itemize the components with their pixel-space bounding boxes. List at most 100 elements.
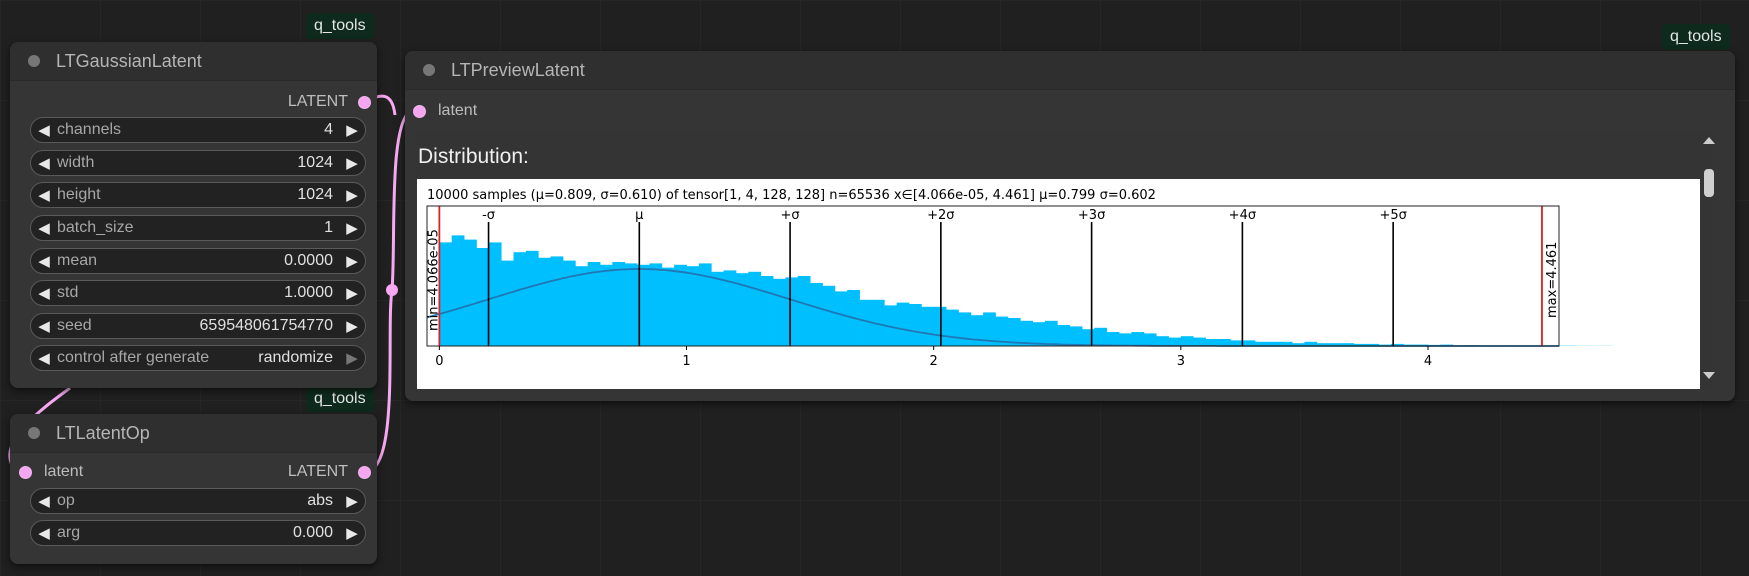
group-tag: q_tools — [306, 386, 374, 412]
scroll-down-arrow-icon[interactable] — [1703, 372, 1715, 379]
histogram-bar — [661, 267, 675, 346]
widget-mean[interactable]: ◀ mean 0.0000 ▶ — [30, 248, 366, 274]
widget-op[interactable]: ◀ op abs ▶ — [30, 488, 366, 514]
histogram-bar — [575, 266, 589, 346]
increment-arrow-icon[interactable]: ▶ — [346, 220, 358, 237]
histogram-bar — [1119, 333, 1132, 346]
widget-channels[interactable]: ◀ channels 4 ▶ — [30, 117, 366, 143]
increment-arrow-icon[interactable]: ▶ — [346, 350, 358, 367]
increment-arrow-icon[interactable]: ▶ — [346, 493, 358, 510]
decrement-arrow-icon[interactable]: ◀ — [38, 220, 50, 237]
histogram-bar — [785, 277, 799, 346]
histogram-bar — [1254, 341, 1268, 346]
increment-arrow-icon[interactable]: ▶ — [346, 253, 358, 270]
x-tick-label: 1 — [682, 354, 690, 369]
latent-op-node[interactable]: LTLatentOp latent LATENT ◀ op abs ▶ ◀ arg 0.0… — [10, 414, 377, 564]
collapse-dot-icon[interactable] — [28, 55, 40, 67]
input-label: latent — [44, 463, 84, 480]
widget-control-after-generate[interactable]: ◀ control after generate randomize ▶ — [30, 345, 366, 371]
histogram-bar — [1217, 339, 1231, 346]
histogram-bar — [946, 309, 959, 346]
histogram-bar — [525, 250, 539, 346]
decrement-arrow-icon[interactable]: ◀ — [38, 493, 50, 510]
decrement-arrow-icon[interactable]: ◀ — [38, 253, 50, 270]
gaussian-latent-node[interactable]: LTGaussianLatent LATENT ◀ channels 4 ▶ ◀ wid… — [10, 42, 377, 388]
node-title: LTGaussianLatent — [56, 50, 202, 71]
widget-batch-size[interactable]: ◀ batch_size 1 ▶ — [30, 215, 366, 241]
scroll-thumb[interactable] — [1704, 169, 1714, 197]
output-slot-icon[interactable] — [358, 95, 371, 109]
histogram-bar — [1180, 336, 1194, 346]
histogram-bar — [1193, 337, 1206, 346]
histogram-bar — [1057, 325, 1071, 346]
histogram-bar — [995, 316, 1009, 346]
histogram-bar — [1069, 326, 1083, 346]
histogram-bar — [1242, 340, 1256, 346]
node-title-bar[interactable]: LTLatentOp — [10, 414, 377, 453]
widget-height[interactable]: ◀ height 1024 ▶ — [30, 182, 366, 208]
preview-latent-node[interactable]: LTPreviewLatent latent Distribution: 100… — [405, 51, 1735, 401]
group-tag: q_tools — [306, 13, 374, 39]
input-label: latent — [438, 102, 478, 119]
histogram-bar — [1168, 337, 1182, 346]
sigma-label: +3σ — [1078, 208, 1105, 223]
decrement-arrow-icon[interactable]: ◀ — [38, 525, 50, 542]
histogram-bar — [896, 302, 910, 346]
output-slot-icon[interactable] — [358, 465, 371, 479]
histogram-bar — [1316, 343, 1330, 346]
decrement-arrow-icon[interactable]: ◀ — [38, 122, 50, 139]
increment-arrow-icon[interactable]: ▶ — [346, 525, 358, 542]
histogram-bar — [587, 262, 601, 346]
histogram-bar — [970, 315, 984, 346]
max-label: max=4.461 — [1545, 242, 1560, 318]
decrement-arrow-icon[interactable]: ◀ — [38, 318, 50, 335]
preview-panel: Distribution: 10000 samples (μ=0.809, σ=… — [417, 131, 1715, 389]
distribution-chart: 10000 samples (μ=0.809, σ=0.610) of tens… — [426, 188, 1614, 369]
widget-seed[interactable]: ◀ seed 659548061754770 ▶ — [30, 313, 366, 339]
histogram-bar — [723, 270, 737, 346]
histogram-bar — [1205, 339, 1219, 346]
node-title-bar[interactable]: LTGaussianLatent — [10, 42, 377, 81]
histogram-bar — [1279, 341, 1293, 346]
node-title: LTPreviewLatent — [451, 59, 585, 80]
histogram-bar — [612, 262, 626, 346]
histogram-bar — [1032, 322, 1046, 346]
increment-arrow-icon[interactable]: ▶ — [346, 318, 358, 335]
node-title-bar[interactable]: LTPreviewLatent — [405, 51, 1735, 90]
input-slot-icon[interactable] — [413, 104, 426, 118]
output-label: LATENT — [287, 93, 348, 110]
histogram-bar — [1143, 333, 1157, 346]
group-tag: q_tools — [1662, 24, 1730, 50]
collapse-dot-icon[interactable] — [28, 427, 40, 439]
histogram-bar — [1304, 341, 1318, 346]
decrement-arrow-icon[interactable]: ◀ — [38, 187, 50, 204]
chart-container: 10000 samples (μ=0.809, σ=0.610) of tens… — [417, 179, 1700, 389]
decrement-arrow-icon[interactable]: ◀ — [38, 155, 50, 172]
histogram-bar — [748, 271, 762, 346]
scrollbar[interactable] — [1703, 133, 1715, 379]
histogram-bar — [451, 235, 465, 346]
increment-arrow-icon[interactable]: ▶ — [346, 187, 358, 204]
decrement-arrow-icon[interactable]: ◀ — [38, 285, 50, 302]
increment-arrow-icon[interactable]: ▶ — [346, 285, 358, 302]
increment-arrow-icon[interactable]: ▶ — [346, 155, 358, 172]
sigma-label: +2σ — [927, 208, 954, 223]
x-tick-label: 3 — [1177, 354, 1185, 369]
input-slot-icon[interactable] — [19, 465, 32, 479]
histogram-bar — [983, 312, 996, 346]
increment-arrow-icon[interactable]: ▶ — [346, 122, 358, 139]
section-title: Distribution: — [418, 145, 529, 168]
widget-std[interactable]: ◀ std 1.0000 ▶ — [30, 280, 366, 306]
histogram-bar — [871, 299, 885, 346]
decrement-arrow-icon[interactable]: ◀ — [38, 350, 50, 367]
sigma-label: -σ — [482, 208, 495, 223]
histogram-bar — [439, 242, 453, 346]
widget-width[interactable]: ◀ width 1024 ▶ — [30, 150, 366, 176]
sigma-label: +σ — [781, 208, 800, 223]
widget-arg[interactable]: ◀ arg 0.000 ▶ — [30, 520, 366, 546]
scroll-up-arrow-icon[interactable] — [1703, 137, 1715, 144]
histogram-bar — [958, 312, 972, 346]
histogram-bar — [550, 256, 564, 346]
collapse-dot-icon[interactable] — [423, 64, 435, 76]
histogram-bar — [797, 276, 811, 346]
